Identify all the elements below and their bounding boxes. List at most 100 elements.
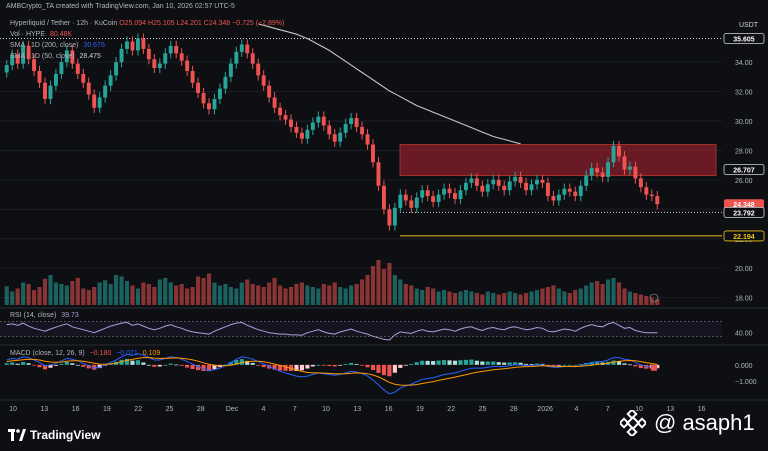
time-axis-label: 16 bbox=[698, 406, 706, 413]
tradingview-logo[interactable]: TradingView bbox=[8, 428, 100, 442]
binance-diamond-icon bbox=[620, 410, 646, 436]
time-axis-label: 13 bbox=[40, 406, 48, 413]
candle-body bbox=[135, 38, 140, 51]
volume-bar bbox=[534, 290, 540, 305]
rsi-line bbox=[6, 321, 658, 341]
macd-tick-label: 0.000 bbox=[735, 363, 753, 370]
macd-signal-line bbox=[6, 357, 658, 386]
volume-bar bbox=[381, 269, 387, 305]
time-axis-label: 4 bbox=[574, 406, 578, 413]
volume-bar bbox=[135, 288, 141, 305]
volume-bar bbox=[179, 284, 184, 305]
macd-histogram-bar bbox=[174, 364, 179, 366]
volume-bar bbox=[272, 278, 277, 305]
symbol-title[interactable]: Hyperliquid / Tether · 12h · KuCoin bbox=[10, 20, 118, 27]
candle-body bbox=[447, 188, 452, 194]
macd-histogram-bar bbox=[185, 364, 190, 368]
volume-bar bbox=[15, 288, 20, 305]
macd-histogram-bar bbox=[316, 364, 321, 366]
sma50-legend[interactable]: SMA · 1D (50, close) 28.475 bbox=[10, 53, 101, 60]
macd-histogram-bar bbox=[124, 358, 130, 365]
volume-bar bbox=[86, 290, 91, 305]
rsi-legend[interactable]: RSI (14, close) 39.73 bbox=[10, 312, 79, 319]
macd-histogram-bar bbox=[245, 360, 250, 365]
volume-bar bbox=[299, 282, 305, 305]
macd-histogram-bar bbox=[578, 364, 583, 366]
volume-bar bbox=[611, 278, 616, 305]
candle-body bbox=[10, 54, 15, 66]
macd-histogram-bar bbox=[474, 360, 479, 365]
volume-bar bbox=[469, 291, 474, 305]
macd-histogram-bar bbox=[480, 361, 485, 365]
candle-body bbox=[185, 60, 190, 71]
volume-bar bbox=[447, 291, 452, 305]
macd-histogram-bar bbox=[496, 362, 501, 365]
volume-bar bbox=[267, 282, 272, 305]
volume-bar bbox=[584, 285, 589, 305]
macd-histogram-bar bbox=[545, 364, 551, 366]
macd-histogram-bar bbox=[452, 360, 458, 365]
volume-bar bbox=[502, 293, 507, 305]
volume-bar bbox=[567, 293, 572, 305]
macd-histogram-bar bbox=[556, 364, 561, 366]
volume-bar bbox=[518, 294, 523, 305]
volume-bar bbox=[436, 291, 441, 305]
macd-histogram-bar bbox=[70, 363, 75, 365]
candle-body bbox=[567, 188, 572, 192]
symbol-legend[interactable]: Hyperliquid / Tether · 12h · KuCoin O25.… bbox=[10, 20, 284, 27]
volume-bar bbox=[359, 279, 365, 305]
macd-histogram-bar bbox=[523, 363, 529, 365]
macd-line bbox=[6, 353, 658, 395]
time-axis-label: 28 bbox=[510, 406, 518, 413]
volume-bar bbox=[485, 291, 490, 305]
macd-histogram-bar bbox=[146, 364, 151, 366]
macd-label: MACD (close, 12, 26, 9) bbox=[10, 350, 85, 357]
volume-bar bbox=[327, 285, 332, 305]
volume-legend[interactable]: Vol · HYPE 80.48K bbox=[10, 31, 72, 38]
candle-body bbox=[551, 196, 556, 201]
volume-bar bbox=[70, 281, 75, 305]
volume-bar bbox=[441, 290, 447, 305]
volume-bar bbox=[228, 287, 233, 305]
macd-histogram-bar bbox=[409, 363, 414, 365]
sma200-legend[interactable]: SMA · 1D (200, close) 30.676 bbox=[10, 42, 105, 49]
macd-histogram-bar bbox=[551, 364, 556, 366]
candle-body bbox=[283, 115, 288, 120]
macd-histogram-bar bbox=[589, 362, 594, 365]
volume-bar bbox=[321, 284, 326, 305]
volume-bar bbox=[37, 287, 42, 305]
candle-body bbox=[622, 156, 627, 170]
macd-legend[interactable]: MACD (close, 12, 26, 9) −0.180 −0.071 0.… bbox=[10, 350, 160, 357]
macd-histogram-bar bbox=[81, 364, 86, 367]
candle-body bbox=[414, 197, 419, 208]
candle-body bbox=[53, 73, 58, 86]
created-line: AMBCrypto_TA created with TradingView.co… bbox=[6, 3, 235, 10]
price-label-box bbox=[723, 206, 765, 218]
candle-body bbox=[649, 194, 654, 197]
volume-bar bbox=[64, 285, 69, 305]
candle-body bbox=[524, 182, 529, 191]
candle-body bbox=[633, 166, 638, 179]
macd-histogram-bar bbox=[420, 360, 425, 365]
candle-body bbox=[327, 125, 332, 135]
price-label-box bbox=[723, 230, 765, 242]
candle-body bbox=[442, 188, 447, 195]
volume-bar bbox=[425, 287, 430, 305]
candle-body bbox=[611, 146, 616, 163]
candle-body bbox=[600, 172, 605, 177]
macd-histogram-bar bbox=[234, 360, 239, 365]
volume-bar bbox=[343, 288, 348, 305]
candle-body bbox=[644, 187, 649, 195]
candle-body bbox=[387, 209, 392, 226]
sma200-value: 30.676 bbox=[83, 42, 105, 49]
price-label-22.194: 22.194 bbox=[733, 234, 755, 241]
volume-bar bbox=[491, 293, 496, 305]
candle-body bbox=[349, 118, 354, 124]
volume-bar bbox=[103, 280, 108, 305]
candle-body bbox=[453, 193, 457, 200]
price-label-24.348: 24.348 bbox=[733, 202, 755, 209]
macd-histogram-bar bbox=[463, 359, 469, 365]
volume-bar bbox=[513, 293, 518, 305]
